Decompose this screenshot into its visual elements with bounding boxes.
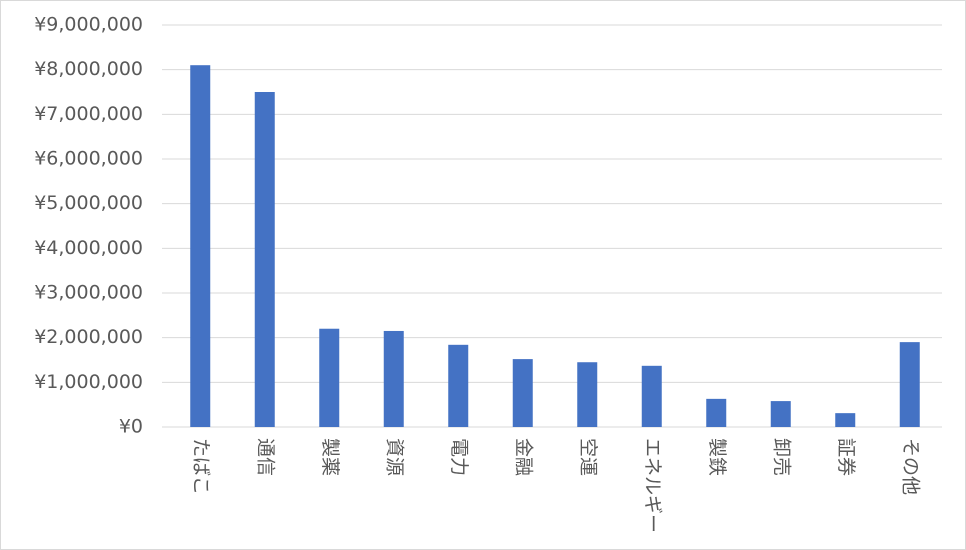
bar <box>835 413 856 427</box>
y-tick-label: ¥1,000,000 <box>34 371 143 393</box>
y-tick-label: ¥8,000,000 <box>34 58 143 80</box>
y-tick-label: ¥5,000,000 <box>34 192 143 214</box>
bar <box>706 398 727 427</box>
x-tick-label: その他 <box>899 438 921 495</box>
bar <box>770 401 791 427</box>
bar <box>641 365 662 427</box>
bar <box>319 328 340 427</box>
y-tick-label: ¥9,000,000 <box>34 14 143 36</box>
x-tick-label: エネルギー <box>641 438 663 533</box>
x-tick-label: 証券 <box>835 438 857 476</box>
x-tick-label: たばこ <box>190 438 212 495</box>
y-tick-label: ¥6,000,000 <box>34 148 143 170</box>
y-tick-label: ¥7,000,000 <box>34 103 143 125</box>
bar <box>190 65 211 427</box>
x-tick-label: 卸売 <box>770 438 792 476</box>
x-tick-label: 製鉄 <box>706 438 728 476</box>
bar <box>448 344 469 427</box>
x-tick-label: 資源 <box>383 438 405 476</box>
x-tick-label: 通信 <box>254 438 276 476</box>
x-tick-label: 製薬 <box>319 438 341 476</box>
y-tick-label: ¥4,000,000 <box>34 237 143 259</box>
x-tick-label: 電力 <box>448 438 470 476</box>
x-tick-label: 金融 <box>512 438 534 476</box>
bar <box>254 92 275 427</box>
bar <box>383 330 404 427</box>
y-tick-label: ¥2,000,000 <box>34 326 143 348</box>
x-tick-label: 空運 <box>577 438 599 476</box>
y-tick-label: ¥0 <box>119 416 143 438</box>
y-tick-label: ¥3,000,000 <box>34 282 143 304</box>
bar <box>512 359 533 427</box>
bar <box>899 342 920 427</box>
bar <box>577 362 598 427</box>
